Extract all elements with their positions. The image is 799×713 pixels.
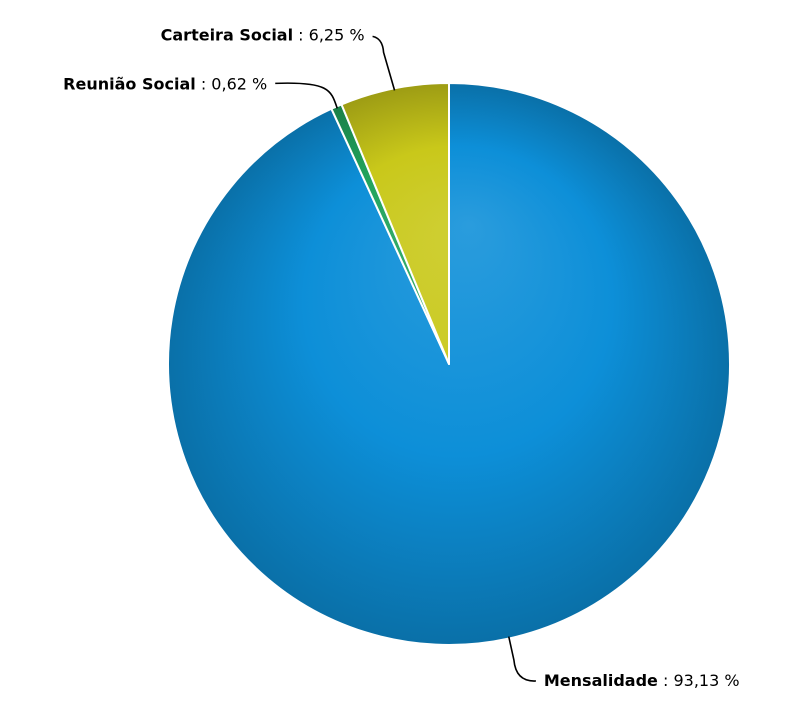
data-label-mensalidade: Mensalidade : 93,13 % bbox=[544, 671, 740, 690]
data-label-value-carteira-social: : 6,25 % bbox=[293, 25, 364, 44]
data-label-value-reuniao-social: : 0,62 % bbox=[196, 74, 267, 93]
data-label-name-mensalidade: Mensalidade bbox=[544, 671, 658, 690]
data-label-carteira-social: Carteira Social : 6,25 % bbox=[161, 25, 365, 44]
connector-reuniao-social bbox=[275, 82, 338, 109]
data-label-name-reuniao-social: Reunião Social bbox=[63, 74, 196, 93]
connector-mensalidade bbox=[507, 636, 536, 682]
data-label-value-mensalidade: : 93,13 % bbox=[658, 671, 740, 690]
data-label-reuniao-social: Reunião Social : 0,62 % bbox=[63, 74, 267, 93]
connectors-layer bbox=[275, 35, 536, 682]
connector-carteira-social bbox=[372, 35, 396, 91]
slices-layer bbox=[167, 82, 731, 646]
data-label-name-carteira-social: Carteira Social bbox=[161, 25, 293, 44]
labels-layer: Mensalidade : 93,13 % Reunião Social : 0,… bbox=[63, 25, 739, 690]
